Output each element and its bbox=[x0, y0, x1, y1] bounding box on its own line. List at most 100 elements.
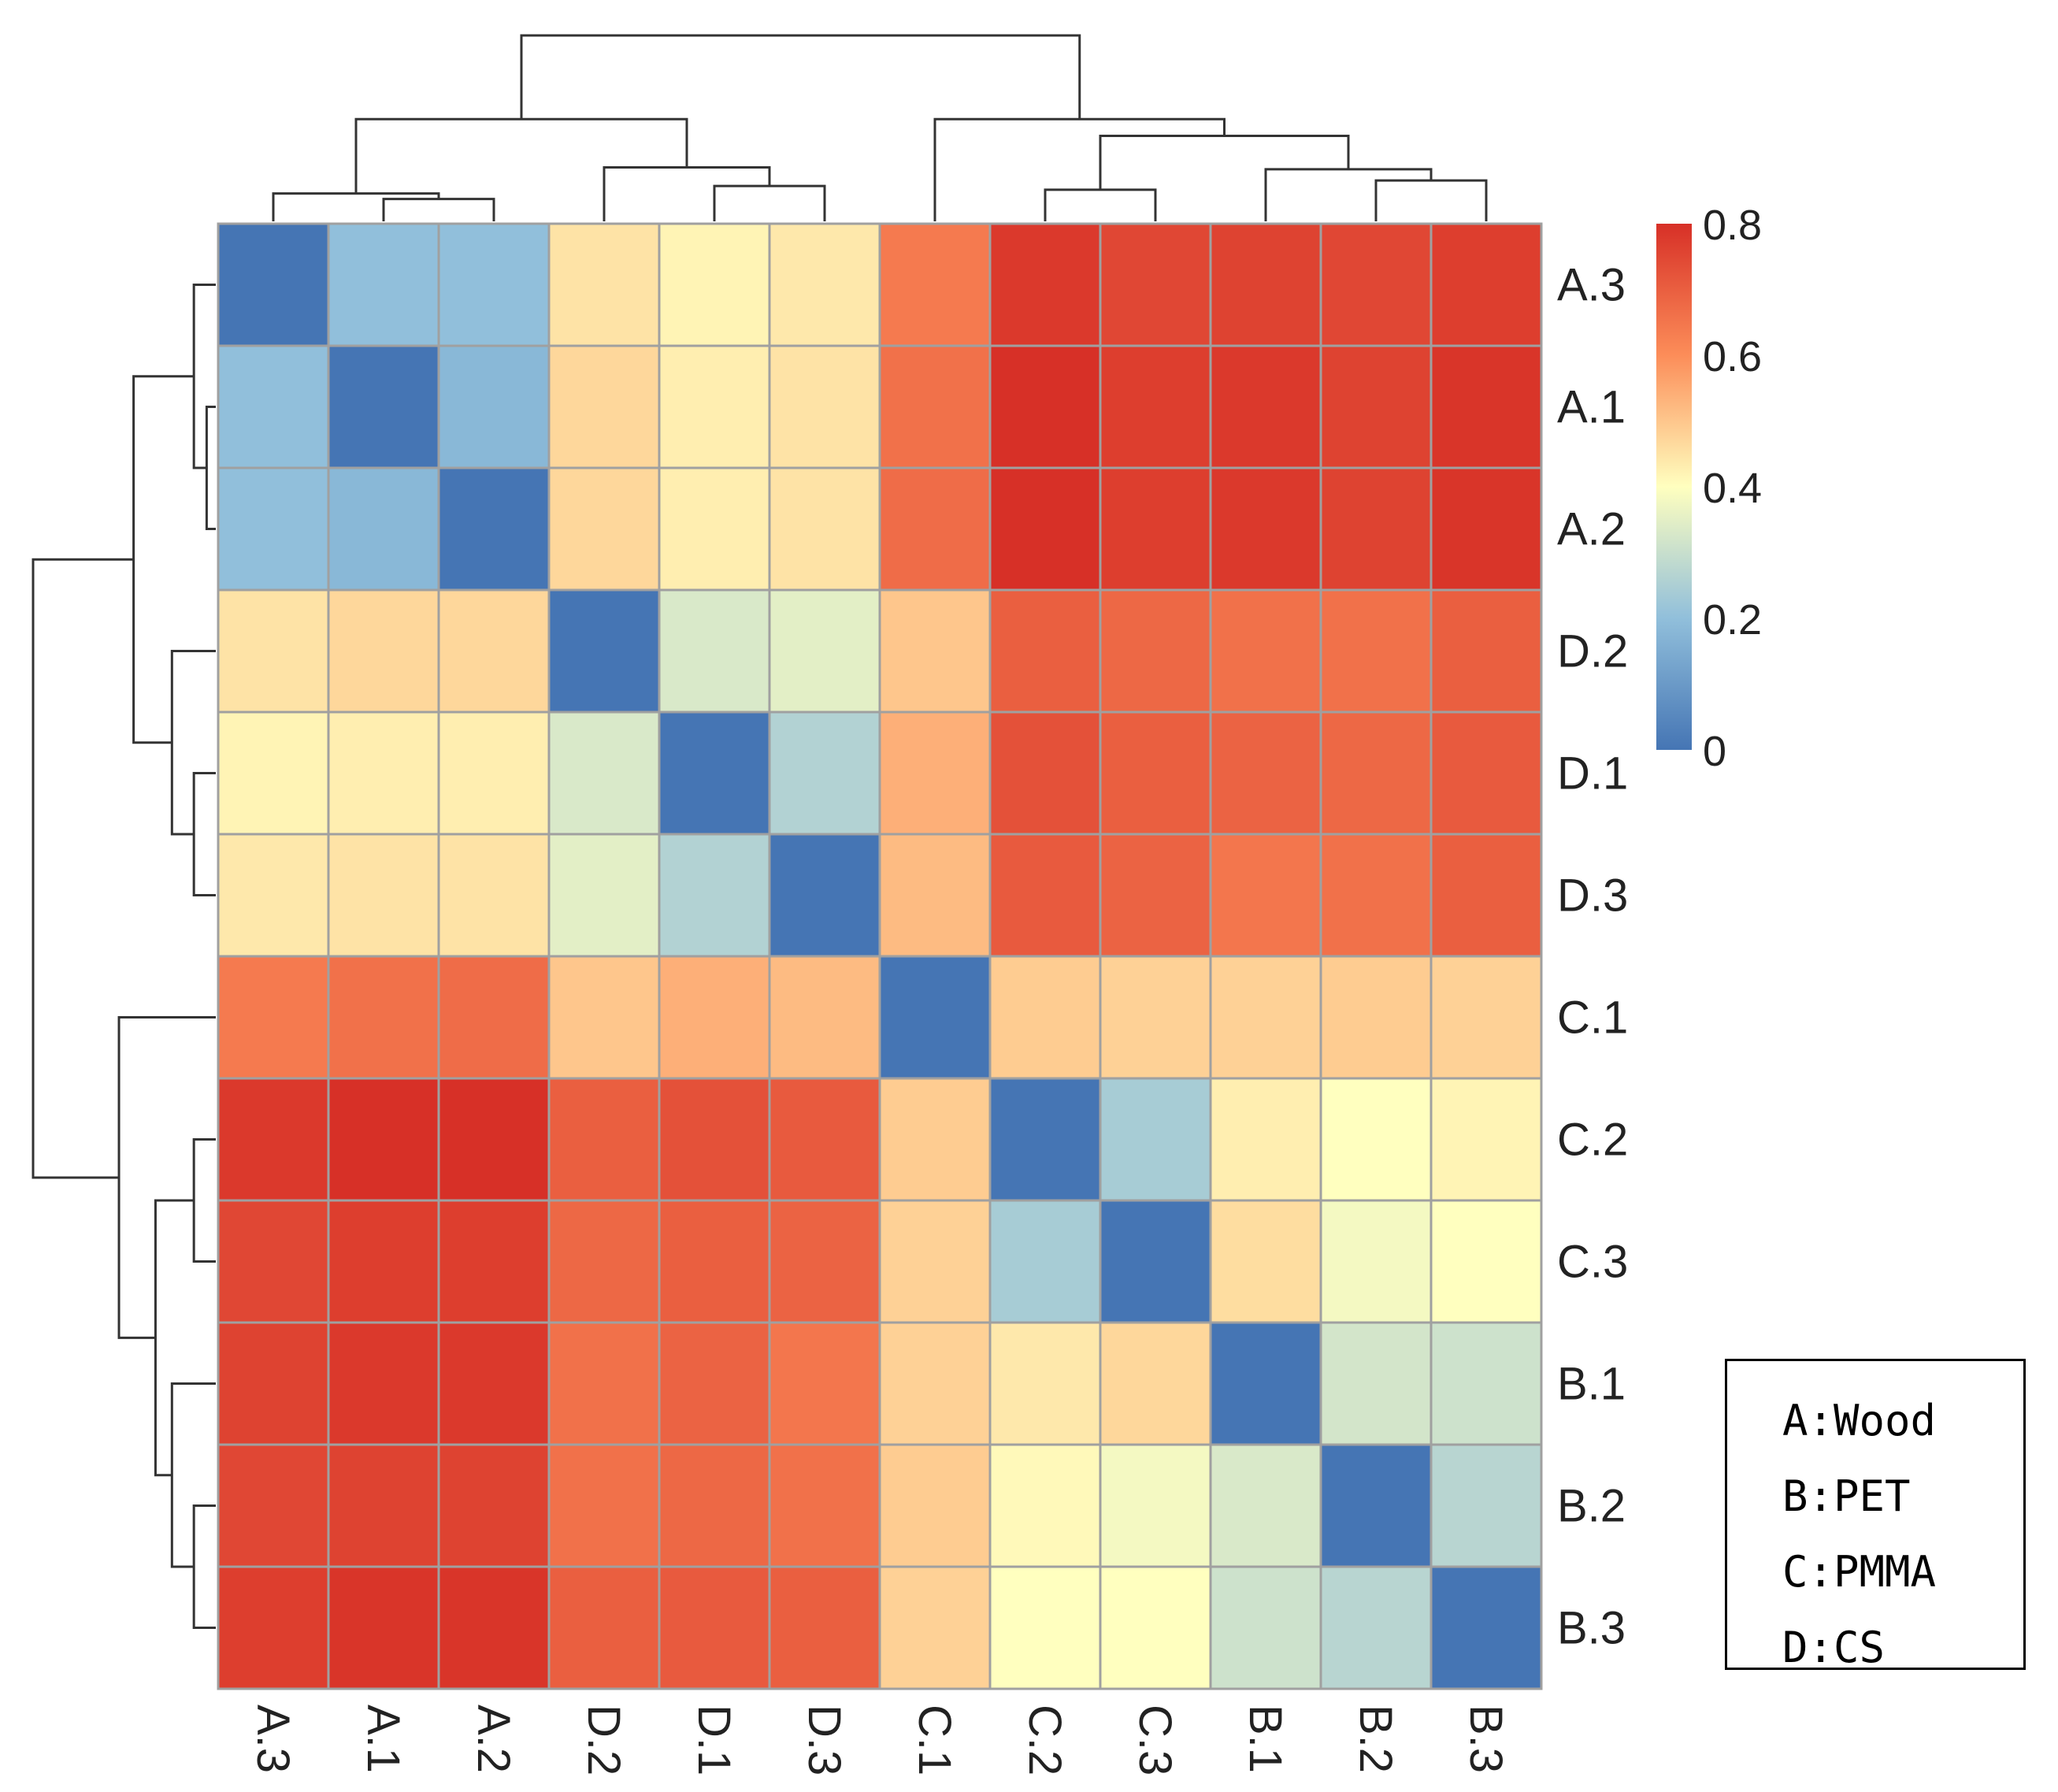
heatmap-cell bbox=[658, 1199, 771, 1324]
heatmap-cell bbox=[878, 1321, 992, 1446]
heatmap-cell bbox=[1099, 1077, 1212, 1202]
heatmap-cell bbox=[1319, 1199, 1433, 1324]
heatmap-cell bbox=[327, 1199, 440, 1324]
heatmap-cell bbox=[1209, 1199, 1322, 1324]
heatmap-cell bbox=[1099, 1199, 1212, 1324]
column-label: B.3 bbox=[1460, 1705, 1511, 1773]
heatmap-cell bbox=[768, 344, 881, 469]
row-label: D.1 bbox=[1557, 748, 1628, 800]
row-dendrogram-link bbox=[154, 1199, 195, 1477]
heatmap-cell bbox=[327, 1321, 440, 1446]
heatmap-cell bbox=[768, 466, 881, 592]
heatmap-cell bbox=[768, 833, 881, 958]
heatmap-cell bbox=[1429, 466, 1543, 592]
heatmap-cell bbox=[1429, 588, 1543, 714]
heatmap-cell bbox=[1429, 1077, 1543, 1202]
heatmap-cell bbox=[988, 1443, 1102, 1568]
row-label: B.2 bbox=[1557, 1481, 1626, 1532]
heatmap-cell bbox=[1209, 1077, 1322, 1202]
row-dendrogram-link bbox=[192, 772, 216, 896]
heatmap-cell bbox=[988, 344, 1102, 469]
legend-item: A:Wood bbox=[1782, 1396, 1937, 1445]
column-dendrogram-link bbox=[382, 198, 495, 221]
heatmap-cell bbox=[437, 1565, 551, 1690]
heatmap-cell bbox=[768, 588, 881, 714]
heatmap-cell bbox=[217, 1077, 330, 1202]
column-label: D.2 bbox=[578, 1705, 629, 1775]
column-label: C.3 bbox=[1129, 1705, 1181, 1775]
legend-item: D:CS bbox=[1782, 1623, 1886, 1672]
heatmap-cell bbox=[547, 588, 661, 714]
heatmap-cell bbox=[547, 466, 661, 592]
column-label: A.2 bbox=[468, 1705, 519, 1773]
row-label: A.2 bbox=[1557, 504, 1626, 555]
heatmap-cell bbox=[988, 833, 1102, 958]
heatmap-cell bbox=[1209, 1443, 1322, 1568]
heatmap-cell bbox=[1429, 1321, 1543, 1446]
heatmap-cell bbox=[1099, 1321, 1212, 1446]
colorbar-tick-label: 0.2 bbox=[1703, 596, 1762, 644]
row-label: B.3 bbox=[1557, 1603, 1626, 1654]
colorbar: 0 0.2 0.4 0.6 0.8 bbox=[1656, 202, 1762, 775]
heatmap-cell bbox=[437, 1199, 551, 1324]
row-label: D.2 bbox=[1557, 626, 1628, 677]
row-dendrogram-link bbox=[32, 558, 134, 1179]
heatmap-cell bbox=[988, 955, 1102, 1080]
row-labels: A.3 A.1 A.2 D.2 D.1 D.3 C.1 C.2 C.3 B.1 B.2 B.3 bbox=[1557, 260, 1628, 1654]
heatmap-cell bbox=[327, 222, 440, 347]
heatmap-cell bbox=[217, 1565, 330, 1690]
heatmap-cell bbox=[878, 1565, 992, 1690]
heatmap-cell bbox=[658, 466, 771, 592]
heatmap-cell bbox=[327, 1565, 440, 1690]
heatmap-cell bbox=[1319, 1077, 1433, 1202]
heatmap-cell bbox=[988, 1321, 1102, 1446]
heatmap-cell bbox=[217, 1443, 330, 1568]
heatmap-cell bbox=[547, 1565, 661, 1690]
heatmap-cell bbox=[547, 833, 661, 958]
heatmap-cell bbox=[1319, 344, 1433, 469]
heatmap-cell bbox=[878, 833, 992, 958]
column-dendrogram-link bbox=[272, 192, 440, 221]
heatmap-cell bbox=[1099, 1565, 1212, 1690]
heatmap-cell bbox=[878, 710, 992, 836]
heatmap-cell bbox=[217, 955, 330, 1080]
heatmap-cell bbox=[1319, 1565, 1433, 1690]
heatmap-cell bbox=[327, 710, 440, 836]
heatmap-cell bbox=[437, 710, 551, 836]
heatmap-cell bbox=[1429, 833, 1543, 958]
heatmap-cell bbox=[988, 588, 1102, 714]
heatmap-cell bbox=[988, 710, 1102, 836]
heatmap-cell bbox=[1429, 1565, 1543, 1690]
heatmap-cell bbox=[878, 222, 992, 347]
heatmap-cell bbox=[1319, 833, 1433, 958]
colorbar-tick-label: 0.8 bbox=[1703, 202, 1762, 249]
heatmap-cell bbox=[1429, 955, 1543, 1080]
heatmap-cell bbox=[1209, 955, 1322, 1080]
heatmap-cell bbox=[1319, 955, 1433, 1080]
column-labels: A.3 A.1 A.2 D.2 D.1 D.3 C.1 C.2 C.3 B.1 B.2 B.3 bbox=[247, 1705, 1511, 1775]
row-label: C.3 bbox=[1557, 1237, 1628, 1288]
heatmap-cell bbox=[1099, 1443, 1212, 1568]
heatmap-cell bbox=[1429, 1443, 1543, 1568]
heatmap-cell bbox=[988, 1199, 1102, 1324]
heatmap-cell bbox=[878, 344, 992, 469]
heatmap-cell bbox=[1099, 222, 1212, 347]
heatmap-cell bbox=[547, 344, 661, 469]
heatmap-cell bbox=[1099, 588, 1212, 714]
heatmap-cell bbox=[768, 955, 881, 1080]
heatmap-cell bbox=[658, 1077, 771, 1202]
heatmap-cell bbox=[878, 1443, 992, 1568]
heatmap-cell bbox=[547, 1077, 661, 1202]
column-dendrogram-link bbox=[1099, 134, 1350, 190]
heatmap-cell bbox=[1099, 466, 1212, 592]
heatmap-cell bbox=[1429, 710, 1543, 836]
heatmap-cell bbox=[547, 222, 661, 347]
heatmap-cell bbox=[1099, 344, 1212, 469]
heatmap-cell bbox=[658, 588, 771, 714]
heatmap-cells bbox=[217, 222, 1543, 1690]
heatmap-cell bbox=[658, 344, 771, 469]
heatmap-cell bbox=[1209, 710, 1322, 836]
row-label: D.3 bbox=[1557, 870, 1628, 922]
column-label: D.3 bbox=[799, 1705, 850, 1775]
